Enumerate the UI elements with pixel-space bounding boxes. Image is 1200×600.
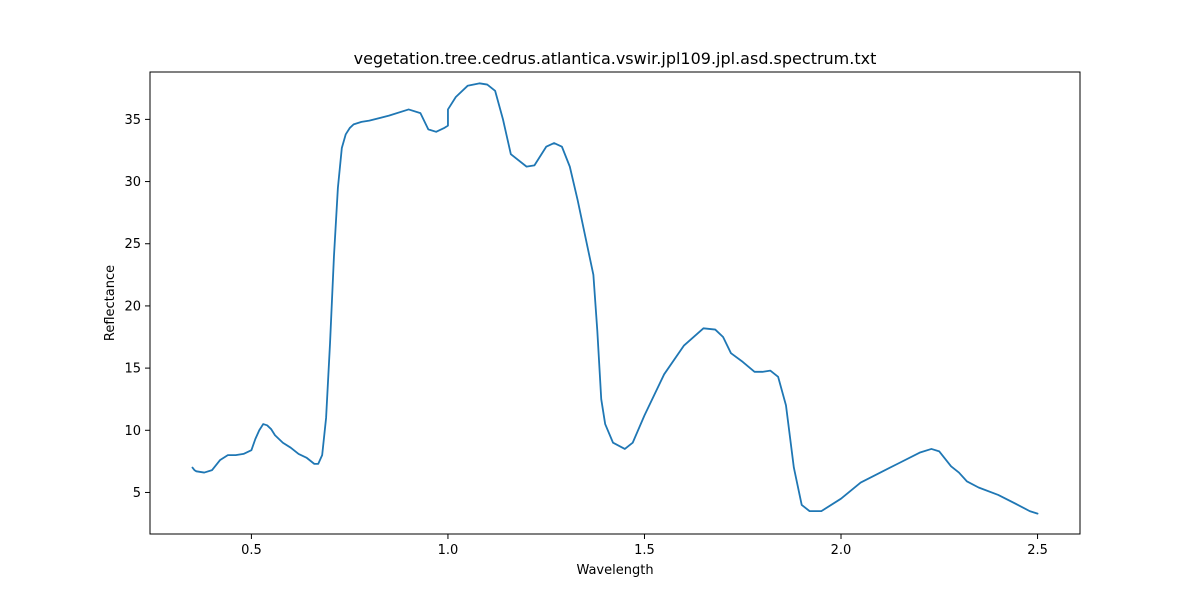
chart-title: vegetation.tree.cedrus.atlantica.vswir.j… bbox=[354, 49, 877, 68]
plot-area: 0.5 1.0 1.5 2.0 2.5 5 10 15 20 25 30 35 bbox=[124, 71, 1081, 558]
plot-frame bbox=[149, 71, 1081, 535]
x-tick-label: 2.5 bbox=[1027, 543, 1048, 558]
x-axis-label: Wavelength bbox=[576, 563, 653, 578]
y-tick-label: 30 bbox=[124, 175, 141, 190]
y-axis-label: Reflectance bbox=[103, 265, 118, 341]
x-tick-label: 1.5 bbox=[634, 543, 655, 558]
y-tick-label: 35 bbox=[124, 113, 141, 128]
y-tick-label: 15 bbox=[124, 362, 141, 377]
series-line bbox=[191, 82, 1039, 515]
y-tick-label: 10 bbox=[124, 424, 141, 439]
y-tick-label: 5 bbox=[133, 486, 141, 501]
x-axis-ticks: 0.5 1.0 1.5 2.0 2.5 bbox=[241, 534, 1048, 558]
y-tick-label: 25 bbox=[124, 237, 141, 252]
y-tick-label: 20 bbox=[124, 299, 141, 314]
x-tick-label: 1.0 bbox=[438, 543, 459, 558]
x-tick-label: 0.5 bbox=[241, 543, 262, 558]
y-axis-ticks: 5 10 15 20 25 30 35 bbox=[124, 113, 150, 501]
x-tick-label: 2.0 bbox=[831, 543, 852, 558]
